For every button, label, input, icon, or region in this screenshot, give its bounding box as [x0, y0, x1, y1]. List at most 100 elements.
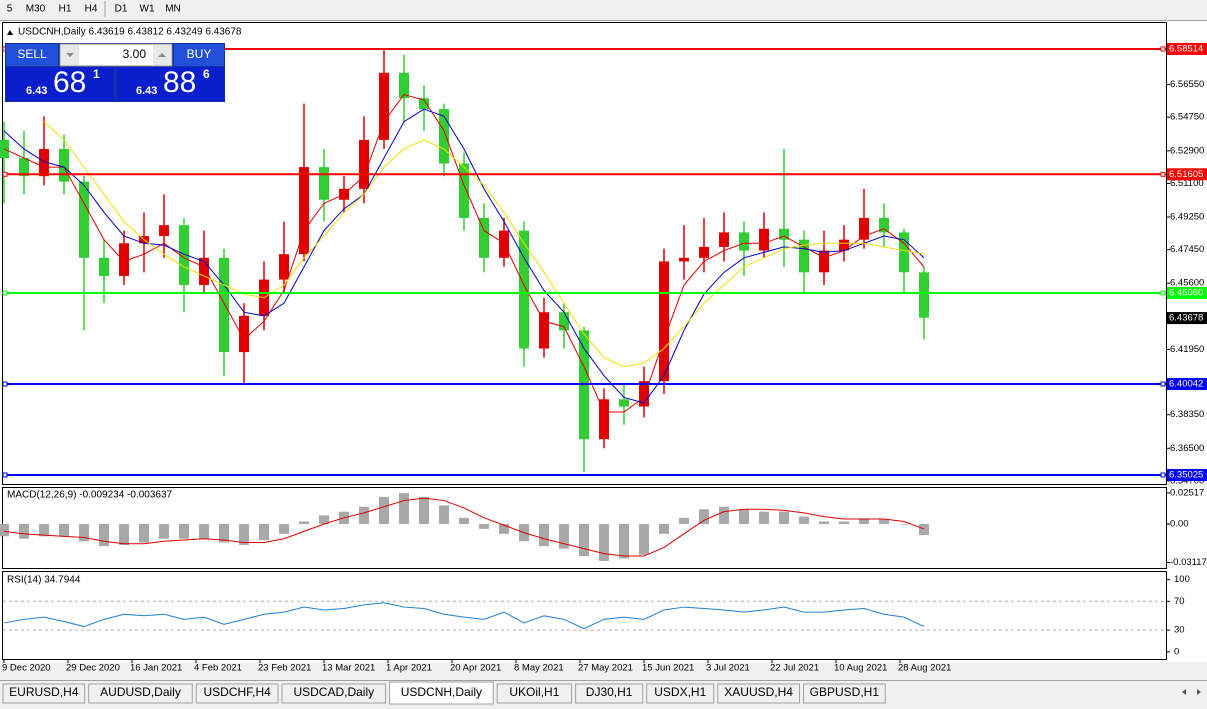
candle-body: [559, 312, 569, 331]
chart-tab-label: USDCAD,Daily: [293, 685, 374, 699]
macd-bar: [439, 505, 449, 524]
buy-button[interactable]: [174, 44, 224, 66]
level-handle[interactable]: [1160, 381, 1166, 387]
candle-body: [699, 246, 709, 258]
level-handle[interactable]: [1160, 171, 1166, 177]
level-handle[interactable]: [2, 171, 8, 177]
timeframe-button[interactable]: [108, 0, 134, 18]
timeframe-button[interactable]: [52, 0, 78, 18]
candle-body: [899, 232, 909, 273]
x-tick-label: 1 Apr 2021: [386, 663, 432, 674]
timeframe-button[interactable]: [160, 0, 186, 18]
candle-body: [539, 312, 549, 349]
chart-tab[interactable]: [2, 683, 86, 704]
macd-bar: [99, 523, 109, 547]
collapse-icon[interactable]: [7, 30, 13, 35]
macd-bar: [779, 511, 789, 524]
macd-bar: [919, 523, 929, 536]
candle-body: [299, 167, 309, 255]
macd-bar: [179, 523, 189, 539]
candle-body: [79, 181, 89, 258]
chart-tab[interactable]: [646, 683, 715, 704]
level-price-label: 6.58514: [1169, 43, 1203, 54]
up-arrow: [158, 53, 166, 57]
buy-label: BUY: [187, 47, 212, 61]
chart-tab[interactable]: [717, 683, 800, 704]
x-tick-label: 10 Aug 2021: [834, 663, 887, 674]
candle-body: [819, 250, 829, 273]
macd-bar: [479, 523, 489, 529]
candle-body: [119, 243, 129, 276]
scroll-left[interactable]: [1182, 689, 1186, 695]
macd-bar: [279, 523, 289, 534]
macd-bar: [819, 521, 829, 524]
candle-body: [199, 257, 209, 286]
macd-bar: [459, 517, 469, 524]
y-tick-label: 6.56550: [1170, 79, 1204, 90]
candle-body: [799, 239, 809, 273]
y-tick-label: 6.45600: [1170, 278, 1204, 289]
chart-tab[interactable]: [496, 683, 573, 704]
timeframe-label: M30: [26, 4, 46, 15]
macd-bar: [59, 523, 69, 537]
x-tick-label: 4 Feb 2021: [194, 663, 242, 674]
chart-tab[interactable]: [575, 683, 644, 704]
chart-tab[interactable]: [88, 683, 193, 704]
timeframe-button[interactable]: [19, 0, 52, 18]
macd-bar: [679, 517, 689, 524]
bid-fraction: 1: [93, 67, 100, 81]
chart-tab[interactable]: [281, 683, 387, 704]
macd-bar: [499, 523, 509, 534]
level-price-label: 6.35025: [1169, 470, 1203, 481]
candle-body: [739, 232, 749, 251]
y-tick-label: 6.38350: [1170, 409, 1204, 420]
timeframe-button[interactable]: [0, 0, 19, 18]
timeframe-label: W1: [140, 4, 155, 15]
chart-tab-label: AUDUSD,Daily: [100, 685, 181, 699]
chart-tab[interactable]: [389, 681, 494, 705]
x-tick-label: 8 May 2021: [514, 663, 564, 674]
candle-body: [159, 225, 169, 237]
bid-box[interactable]: [6, 67, 114, 101]
volume-input[interactable]: [59, 43, 173, 67]
macd-bar: [579, 523, 589, 557]
macd-bar: [299, 521, 309, 524]
macd-bar: [659, 523, 669, 534]
ask-box[interactable]: [117, 67, 224, 101]
level-handle[interactable]: [2, 290, 8, 296]
macd-bar: [159, 523, 169, 539]
timeframe-label: H4: [85, 4, 98, 15]
timeframe-button[interactable]: [78, 0, 104, 18]
rsi-pane-border: [2, 571, 1167, 660]
chart-tab[interactable]: [195, 683, 279, 704]
level-price-label: 6.45060: [1169, 288, 1203, 299]
sell-button[interactable]: [6, 44, 58, 66]
x-tick-label: 16 Jan 2021: [130, 663, 182, 674]
main-pane-border: [2, 22, 1167, 485]
candle-body: [459, 163, 469, 218]
level-handle[interactable]: [2, 381, 8, 387]
timeframe-label: D1: [115, 4, 128, 15]
macd-bar: [559, 523, 569, 549]
chart-tab-label: USDCHF,H4: [203, 685, 271, 699]
y-tick-label: 6.47450: [1170, 244, 1204, 255]
level-handle[interactable]: [1160, 46, 1166, 52]
candle-body: [719, 232, 729, 247]
timeframe-button[interactable]: [134, 0, 160, 18]
chart-tab[interactable]: [803, 683, 886, 704]
candle-body: [379, 72, 389, 140]
candle-body: [359, 139, 369, 189]
scroll-right[interactable]: [1197, 689, 1201, 695]
down-arrow: [66, 53, 74, 57]
macd-bar: [879, 519, 889, 524]
candle-body: [519, 230, 529, 349]
macd-bar: [239, 523, 249, 545]
y-tick-label: 6.49250: [1170, 212, 1204, 223]
level-handle[interactable]: [2, 472, 8, 478]
level-price-label: 6.51605: [1169, 169, 1203, 180]
macd-bar: [119, 523, 129, 545]
level-handle[interactable]: [1160, 290, 1166, 296]
x-tick-label: 3 Jul 2021: [706, 663, 750, 674]
level-handle[interactable]: [1160, 472, 1166, 478]
macd-bar: [419, 496, 429, 524]
